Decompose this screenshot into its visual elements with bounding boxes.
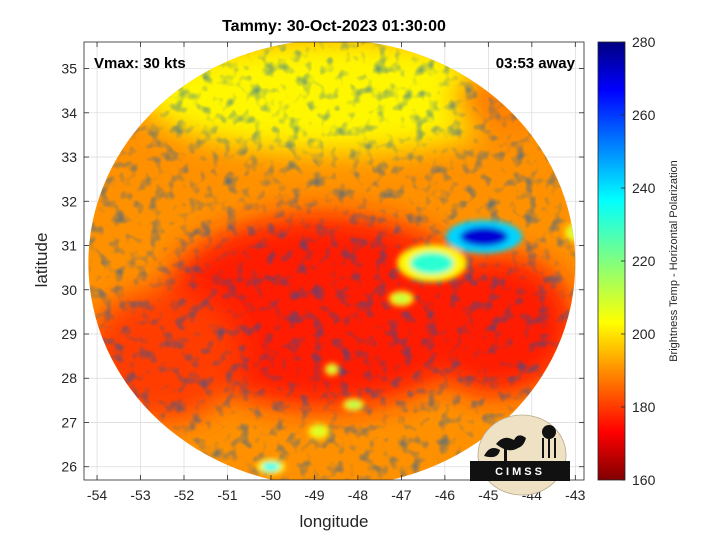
x-tick-label: -54 xyxy=(87,487,107,503)
x-tick-label: -43 xyxy=(565,487,585,503)
vmax-annotation: Vmax: 30 kts xyxy=(94,55,186,72)
x-tick-label: -49 xyxy=(304,487,324,503)
colorbar-tick-label: 260 xyxy=(632,107,656,123)
colorbar: 160 180 200 220 240 260 280 Brightness Temp - … xyxy=(597,34,680,488)
y-axis: 26 27 28 29 30 31 32 33 34 35 xyxy=(61,61,584,475)
x-tick-label: -52 xyxy=(174,487,194,503)
feature-core xyxy=(347,401,361,409)
feature-core xyxy=(460,226,508,247)
logo-text: CIMSS xyxy=(495,466,545,478)
colorbar-ticks: 160 180 200 220 240 260 280 xyxy=(621,34,656,488)
cimss-logo: CIMSS xyxy=(470,414,570,496)
colorbar-gradient xyxy=(597,41,626,481)
chart-title: Tammy: 30-Oct-2023 01:30:00 xyxy=(222,18,446,35)
x-axis-label: longitude xyxy=(299,512,368,531)
colorbar-tick-label: 180 xyxy=(632,399,656,415)
colorbar-tick-label: 220 xyxy=(632,253,656,269)
x-tick-label: -45 xyxy=(478,487,498,503)
time-away-annotation: 03:53 away xyxy=(496,55,576,72)
x-tick-label: -50 xyxy=(261,487,281,503)
y-tick-label: 34 xyxy=(61,105,77,121)
colorbar-tick-label: 200 xyxy=(632,326,656,342)
x-tick-label: -47 xyxy=(391,487,411,503)
y-tick-label: 28 xyxy=(61,370,77,386)
colorbar-label: Brightness Temp - Horizontal Polarizatio… xyxy=(668,160,680,362)
y-axis-label: latitude xyxy=(32,233,51,288)
y-tick-label: 31 xyxy=(61,238,77,254)
colorbar-tick-label: 160 xyxy=(632,472,656,488)
y-tick-label: 26 xyxy=(61,459,77,475)
x-tick-label: -53 xyxy=(130,487,150,503)
feature-halo xyxy=(564,223,576,242)
x-tick-label: -48 xyxy=(348,487,368,503)
plot-frame xyxy=(83,41,585,481)
x-axis: -54 -53 -52 -51 -50 -49 -48 -47 -46 -45 -44 -43 xyxy=(87,42,586,503)
feature-core xyxy=(262,462,280,472)
feature-core xyxy=(410,252,454,275)
y-tick-label: 29 xyxy=(61,326,77,342)
feature-core xyxy=(393,294,410,304)
feature-core xyxy=(312,426,326,436)
colorbar-tick-label: 240 xyxy=(632,180,656,196)
colorbar-tick-label: 280 xyxy=(632,34,656,50)
y-tick-label: 32 xyxy=(61,193,77,209)
y-tick-label: 35 xyxy=(61,61,77,77)
x-tick-label: -51 xyxy=(217,487,237,503)
y-tick-label: 33 xyxy=(61,149,77,165)
y-tick-label: 30 xyxy=(61,282,77,298)
feature-core xyxy=(327,365,337,373)
x-tick-label: -46 xyxy=(435,487,455,503)
y-tick-label: 27 xyxy=(61,414,77,430)
